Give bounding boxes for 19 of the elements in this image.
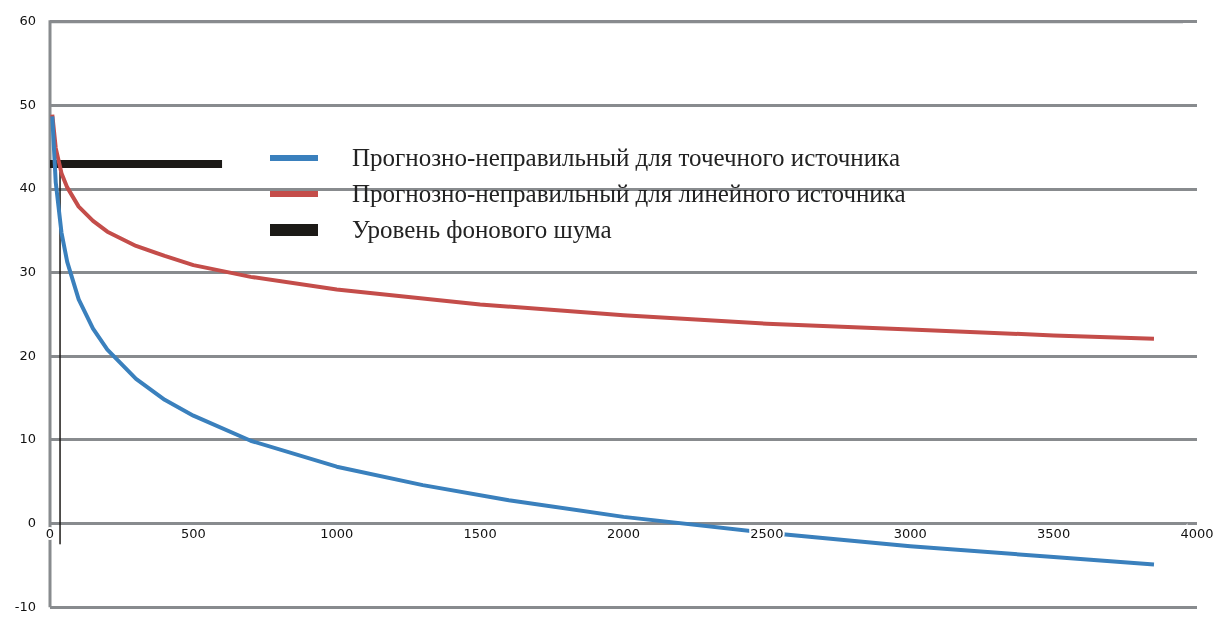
x-tick-label: 0 bbox=[45, 525, 55, 541]
y-tick-label: 0 bbox=[27, 514, 36, 530]
x-tick-label: 4000 bbox=[1180, 525, 1214, 541]
x-tick-label: 2000 bbox=[606, 525, 641, 541]
y-tick-label: 50 bbox=[19, 96, 36, 112]
legend-label: Прогнозно-неправильный для линейного источника bbox=[352, 180, 906, 208]
x-tick-label: 3500 bbox=[1037, 525, 1071, 541]
y-tick-label: 30 bbox=[19, 264, 36, 280]
legend-label: Прогнозно-неправильный для точечного источника bbox=[352, 144, 900, 172]
y-tick-label: 40 bbox=[19, 180, 36, 196]
x-tick-label: 1000 bbox=[320, 525, 354, 541]
x-tick-label: 500 bbox=[180, 525, 206, 541]
x-tick-label: 3000 bbox=[893, 525, 927, 541]
legend-label: Уровень фонового шума bbox=[352, 216, 612, 244]
y-tick-label: 20 bbox=[19, 347, 36, 363]
y-tick-label: 10 bbox=[19, 431, 36, 447]
y-tick-label: -10 bbox=[14, 598, 36, 614]
x-tick-label: 1500 bbox=[463, 525, 497, 541]
y-tick-label: 60 bbox=[19, 13, 36, 29]
